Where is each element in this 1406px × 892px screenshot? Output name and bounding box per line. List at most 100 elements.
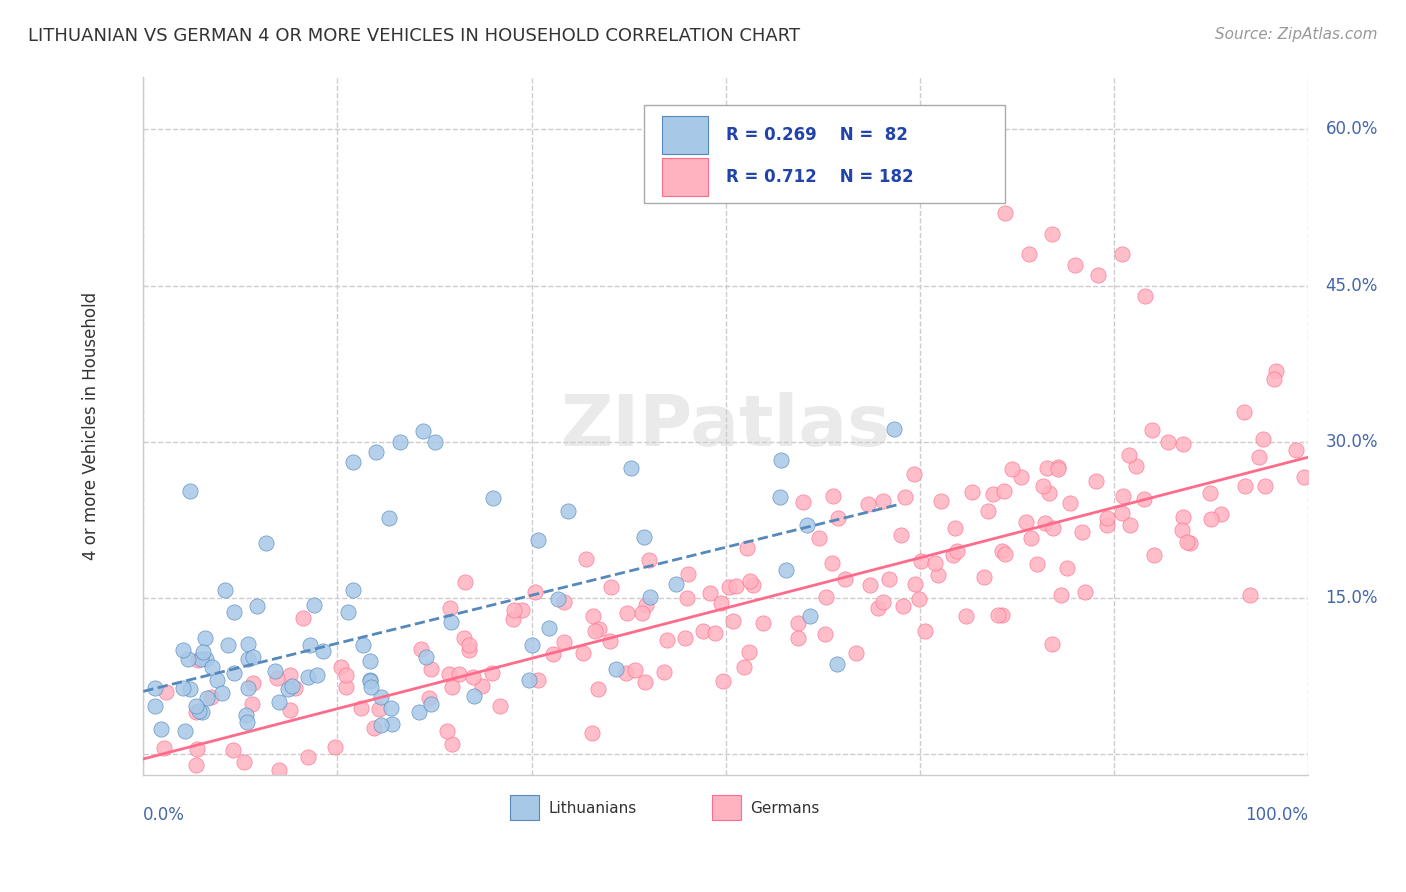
Point [821,556,844,570]
Point [297,750,319,764]
Point [866,600,889,615]
Point [240,698,263,712]
Point [184,698,207,713]
Point [981,487,1004,501]
Point [1001,462,1024,476]
Point [481,666,503,681]
Point [929,494,952,508]
Point [652,665,675,680]
Point [419,662,441,676]
Point [924,556,946,570]
Point [350,700,373,714]
Point [454,574,477,589]
Point [342,455,364,469]
Point [599,581,621,595]
Point [1046,461,1069,475]
Point [718,580,741,594]
Point [195,690,218,705]
Point [704,626,727,640]
Point [1046,460,1069,475]
Point [238,681,260,695]
Point [740,574,762,589]
Point [263,664,285,678]
Point [1026,557,1049,571]
Point [796,518,818,533]
Point [363,721,385,735]
Point [1171,509,1194,524]
Point [463,670,485,684]
Text: 100.0%: 100.0% [1246,806,1308,824]
Point [827,511,849,525]
Point [987,607,1010,622]
Point [990,607,1012,622]
Point [471,679,494,693]
Point [775,563,797,577]
Point [232,755,254,769]
Point [284,681,307,695]
Point [537,621,560,635]
Point [177,652,200,666]
Point [1035,461,1057,475]
Point [439,601,461,615]
Point [388,434,411,449]
Point [845,646,868,660]
Point [409,641,432,656]
Point [423,434,446,449]
Point [342,582,364,597]
Point [605,662,627,676]
Point [541,647,564,661]
Point [991,544,1014,558]
Point [186,741,208,756]
Point [370,690,392,705]
Text: Lithuanians: Lithuanians [548,800,637,815]
Text: 45.0%: 45.0% [1326,277,1378,294]
Point [1111,506,1133,520]
Point [1050,588,1073,602]
Point [637,553,659,567]
Point [458,643,481,657]
Point [623,663,645,677]
Point [1033,516,1056,530]
Point [235,715,257,730]
Point [1178,536,1201,550]
Point [420,698,443,712]
Point [380,701,402,715]
Point [792,495,814,509]
Bar [662,158,709,196]
Point [1064,258,1087,272]
Point [960,484,983,499]
Point [297,670,319,684]
Point [298,638,321,652]
Point [441,681,464,695]
Point [267,763,290,777]
Point [191,705,214,719]
Point [1234,479,1257,493]
Point [994,205,1017,219]
Point [221,743,243,757]
Point [292,611,315,625]
Point [482,491,505,506]
Point [150,722,173,736]
Point [457,638,479,652]
Point [360,680,382,694]
Point [278,703,301,717]
Point [242,650,264,665]
Point [527,673,550,688]
Point [721,614,744,628]
Point [1140,423,1163,437]
Point [872,494,894,508]
Point [1171,523,1194,537]
Point [752,615,775,630]
FancyBboxPatch shape [644,105,1005,202]
Point [1294,470,1316,484]
Point [823,489,845,503]
Point [522,638,544,652]
Point [463,690,485,704]
Point [711,674,734,689]
Point [692,624,714,639]
Point [440,615,463,629]
Point [1015,515,1038,529]
Point [527,533,550,547]
Point [269,695,291,709]
Point [512,602,534,616]
